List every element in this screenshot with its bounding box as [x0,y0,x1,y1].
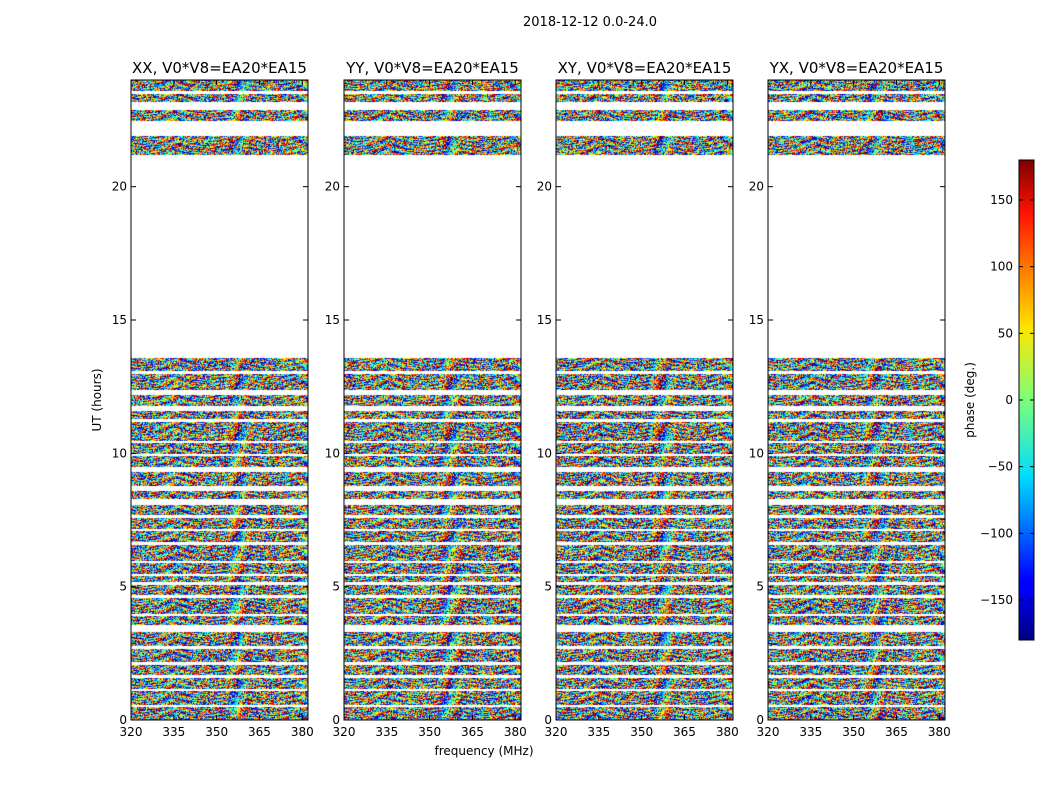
x-axis-label: frequency (MHz) [434,744,533,758]
x-tick-label: 350 [418,725,441,739]
x-tick-label: 365 [461,725,484,739]
panel-yy: YY, V0*V8=EA20*EA15 320 335 350 365 380 0 5 10 15… [325,59,527,739]
y-tick-label: 20 [325,180,340,194]
panel-title: XY, V0*V8=EA20*EA15 [558,59,732,77]
panel-frame [343,79,522,721]
x-tick-label: 335 [375,725,398,739]
y-tick-label: 5 [332,580,340,594]
panel-xx: XX, V0*V8=EA20*EA15 320 335 350 365 380 0 5 10 15… [112,59,314,739]
y-axis-label: UT (hours) [90,368,104,431]
panel-frame [555,79,734,721]
y-tick-label: 20 [749,180,764,194]
x-tick-label: 335 [587,725,610,739]
x-tick-label: 350 [842,725,865,739]
y-tick-label: 10 [325,446,340,460]
x-tick-label: 380 [928,725,951,739]
y-tick-label: 0 [119,713,127,727]
x-tick-label: 365 [673,725,696,739]
colorbar-tick-label: 150 [990,193,1013,207]
x-tick-label: 365 [248,725,271,739]
y-tick-label: 20 [112,180,127,194]
panel-title: XX, V0*V8=EA20*EA15 [132,59,307,77]
panel-frame [130,79,309,721]
y-tick-label: 10 [537,446,552,460]
y-tick-label: 5 [756,580,764,594]
colorbar-tick-label: 0 [1005,393,1013,407]
colorbar-tick-label: −50 [988,460,1013,474]
figure-title: 2018-12-12 0.0-24.0 [523,15,657,30]
panel-xy: XY, V0*V8=EA20*EA15 320 335 350 365 380 0 5 10 15… [537,59,739,739]
y-tick-label: 0 [332,713,340,727]
y-tick-label: 15 [112,313,127,327]
y-tick-label: 15 [537,313,552,327]
colorbar-tick-label: −150 [980,593,1013,607]
colorbar-label: phase (deg.) [963,362,977,438]
x-tick-label: 335 [162,725,185,739]
x-tick-label: 365 [885,725,908,739]
y-tick-label: 15 [325,313,340,327]
y-tick-label: 5 [119,580,127,594]
x-tick-label: 350 [205,725,228,739]
y-tick-label: 10 [112,446,127,460]
y-tick-label: 20 [537,180,552,194]
panel-frame [767,79,946,721]
y-tick-label: 10 [749,446,764,460]
panel-yx: YX, V0*V8=EA20*EA15 320 335 350 365 380 0 5 10 15… [749,59,951,739]
colorbar: −150 −100 −50 0 50 100 150 phase (deg.) [963,159,1035,641]
y-tick-label: 5 [544,580,552,594]
colorbar-tick-label: 50 [998,326,1013,340]
x-tick-label: 320 [333,725,356,739]
phase-heatmap-image [556,80,733,720]
colorbar-tick-label: 100 [990,260,1013,274]
x-tick-label: 320 [545,725,568,739]
colorbar-tick-label: −100 [980,526,1013,540]
x-tick-label: 350 [630,725,653,739]
phase-heatmap-image [131,80,308,720]
x-tick-label: 335 [799,725,822,739]
panel-title: YY, V0*V8=EA20*EA15 [345,59,519,77]
x-tick-label: 320 [120,725,143,739]
phase-heatmap-image [768,80,945,720]
x-tick-label: 380 [716,725,739,739]
y-tick-label: 0 [756,713,764,727]
panels: XX, V0*V8=EA20*EA15 320 335 350 365 380 0 5 10 15… [112,59,951,739]
y-tick-label: 15 [749,313,764,327]
x-tick-label: 380 [504,725,527,739]
phase-heatmap-image [344,80,521,720]
panel-title: YX, V0*V8=EA20*EA15 [769,59,944,77]
y-tick-label: 0 [544,713,552,727]
x-tick-label: 380 [291,725,314,739]
x-tick-label: 320 [757,725,780,739]
